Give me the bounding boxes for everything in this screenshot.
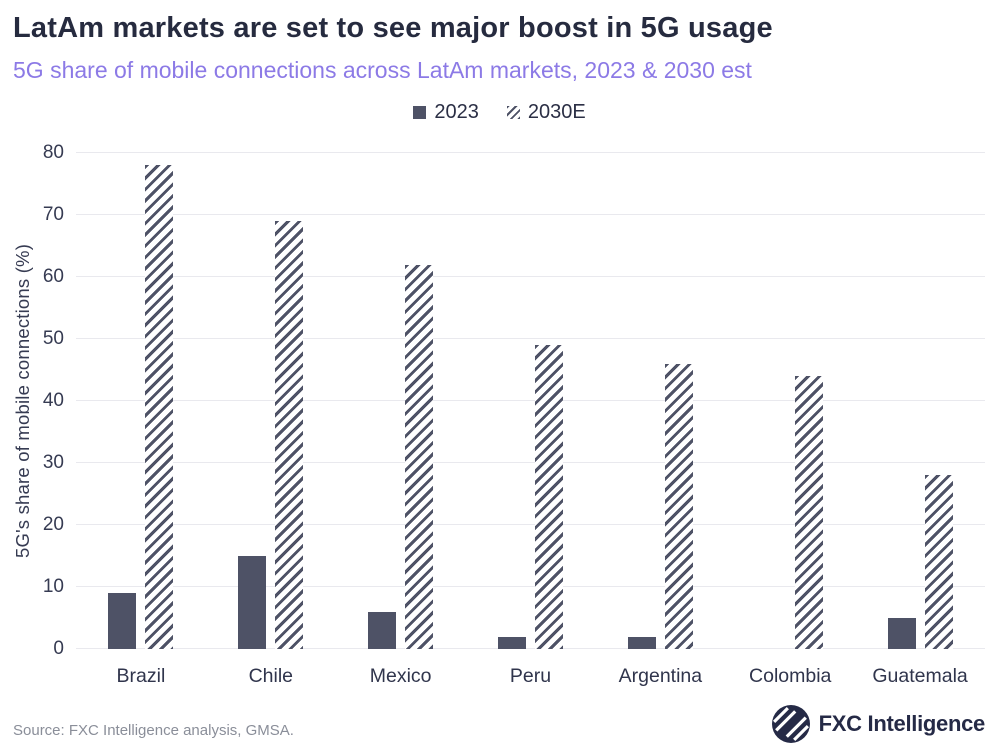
x-axis-labels: Brazil Chile Mexico Peru Argentina Colombia Gu… — [76, 665, 985, 688]
bar-group-argentina — [595, 153, 725, 649]
bar-2030e-chile — [275, 221, 304, 649]
x-axis-label-peru: Peru — [509, 665, 552, 687]
gridline-60 — [76, 276, 985, 277]
bar-group-brazil — [76, 153, 206, 649]
bar-group-colombia — [725, 153, 855, 649]
bar-group-mexico — [336, 153, 466, 649]
bar-2030e-mexico — [405, 264, 434, 649]
y-tick-label-70: 70 — [42, 204, 64, 225]
plot-area — [76, 152, 985, 649]
gridline-0 — [76, 648, 985, 649]
bar-2030e-argentina — [664, 363, 693, 649]
page-title: LatAm markets are set to see major boost… — [13, 12, 773, 44]
gridline-40 — [76, 400, 985, 401]
y-tick-label-80: 80 — [42, 142, 64, 163]
bar-2023-argentina — [627, 636, 656, 649]
bar-2030e-colombia — [794, 376, 823, 649]
x-axis-label-mexico: Mexico — [369, 665, 432, 687]
y-tick-label-40: 40 — [42, 390, 64, 411]
legend-swatch-hatch — [506, 106, 520, 119]
page-subtitle: 5G share of mobile connections across La… — [13, 57, 752, 83]
gridline-70 — [76, 214, 985, 215]
y-tick-label-30: 30 — [42, 452, 64, 473]
legend-label: 2023 — [434, 101, 479, 123]
source-note: Source: FXC Intelligence analysis, GMSA. — [13, 722, 294, 739]
y-tick-label-0: 0 — [53, 638, 64, 659]
gridline-80 — [76, 152, 985, 153]
bar-2030e-brazil — [145, 165, 174, 649]
fxc-logo-icon — [771, 705, 810, 743]
bar-group-peru — [466, 153, 596, 649]
bar-2023-chile — [238, 556, 267, 649]
legend-item-2023: 2023 — [413, 101, 479, 124]
chart-legend: 2023 2030E — [0, 101, 999, 124]
legend-label: 2030E — [527, 101, 586, 123]
bar-group-chile — [206, 153, 336, 649]
y-tick-label-60: 60 — [42, 266, 64, 287]
y-tick-label-20: 20 — [42, 514, 64, 535]
bar-2023-guatemala — [887, 618, 916, 649]
brand-name: FXC Intelligence — [818, 711, 986, 736]
bar-2023-peru — [498, 636, 526, 649]
x-axis-label-chile: Chile — [248, 665, 293, 687]
bar-group-guatemala — [855, 153, 985, 649]
gridline-50 — [76, 338, 985, 339]
y-axis-tick-labels: 0 10 20 30 40 50 60 70 80 — [22, 142, 64, 659]
bar-2023-brazil — [108, 593, 137, 649]
bar-2023-mexico — [368, 611, 397, 649]
legend-item-2030e: 2030E — [506, 101, 586, 124]
bar-groups — [76, 153, 985, 649]
gridline-10 — [76, 586, 985, 587]
gridline-20 — [76, 524, 985, 525]
x-axis-label-brazil: Brazil — [116, 665, 166, 687]
bar-2030e-peru — [535, 345, 563, 649]
x-axis-label-guatemala: Guatemala — [872, 665, 968, 687]
gridline-30 — [76, 462, 985, 463]
legend-swatch-solid — [413, 106, 427, 119]
bar-2030e-guatemala — [924, 475, 953, 649]
x-axis-label-argentina: Argentina — [618, 665, 703, 687]
y-tick-label-50: 50 — [42, 328, 64, 349]
x-axis-label-colombia: Colombia — [749, 665, 832, 687]
brand-logo: FXC Intelligence — [771, 705, 986, 743]
y-tick-label-10: 10 — [42, 576, 64, 597]
